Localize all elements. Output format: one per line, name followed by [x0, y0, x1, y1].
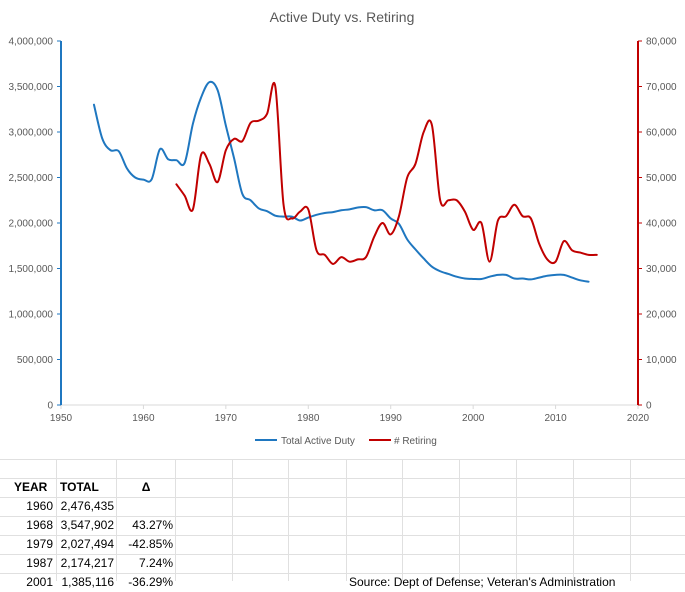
table-cell-total[interactable]: 2,476,435 — [60, 499, 114, 513]
series-lines — [92, 80, 598, 283]
table-cell-year[interactable]: 1979 — [26, 537, 53, 551]
legend-label-retiring: # Retiring — [394, 436, 437, 447]
x-tick-label: 1980 — [297, 413, 320, 424]
chart-area: Active Duty vs. Retiring 1950 1960 1970 198… — [9, 9, 678, 447]
table-cell-year[interactable]: 1987 — [26, 556, 53, 570]
y-left-tick-label: 2,500,000 — [9, 173, 54, 184]
y-left-tick-label: 1,000,000 — [9, 310, 54, 321]
x-tick-label: 1960 — [132, 413, 155, 424]
table-cell-total[interactable]: 2,174,217 — [60, 556, 114, 570]
x-tick-label: 2010 — [544, 413, 567, 424]
y-right-tick-label: 80,000 — [646, 37, 677, 48]
table-cell-delta[interactable]: 43.27% — [132, 518, 173, 532]
y-right-tick-label: 10,000 — [646, 355, 677, 366]
y-right-tick-label: 50,000 — [646, 173, 677, 184]
x-tick-label: 2000 — [462, 413, 485, 424]
y-right-tick-label: 40,000 — [646, 219, 677, 230]
table-cell-delta[interactable]: -42.85% — [128, 537, 173, 551]
table-cell-total[interactable]: 3,547,902 — [60, 518, 114, 532]
table-cell-year[interactable]: 1968 — [26, 518, 53, 532]
y-left-tick-label: 0 — [47, 401, 53, 412]
x-tick-label: 2020 — [627, 413, 650, 424]
table-header-total[interactable]: TOTAL — [60, 480, 99, 494]
y-left-tick-label: 1,500,000 — [9, 264, 54, 275]
y-left-tick-label: 4,000,000 — [9, 37, 54, 48]
series-line-retiring — [175, 82, 598, 265]
source-note[interactable]: Source: Dept of Defense; Veteran's Admin… — [349, 575, 616, 589]
x-tick-label: 1970 — [215, 413, 238, 424]
spreadsheet-grid: YEAR TOTAL Δ 1960 2,476,435 1968 3,547,9… — [0, 459, 685, 589]
chart-canvas: Active Duty vs. Retiring 1950 1960 1970 198… — [9, 9, 678, 447]
y-right-tick-label: 20,000 — [646, 310, 677, 321]
table-cell-year[interactable]: 2001 — [26, 575, 53, 589]
y-left-tick-label: 3,500,000 — [9, 82, 54, 93]
table-cell-year[interactable]: 1960 — [26, 499, 53, 513]
table-cell-delta[interactable] — [116, 497, 173, 516]
chart-title: Active Duty vs. Retiring — [270, 9, 415, 25]
table-cell-total[interactable]: 1,385,116 — [61, 575, 115, 589]
table-cell-delta[interactable]: 7.24% — [138, 556, 173, 570]
table-cell-delta[interactable]: -36.29% — [128, 575, 173, 589]
legend-label-active-duty: Total Active Duty — [281, 436, 355, 447]
y-left-tick-label: 500,000 — [17, 355, 54, 366]
y-right-tick-label: 0 — [646, 401, 652, 412]
series-line-active-duty — [92, 80, 590, 283]
table-cell-total[interactable]: 2,027,494 — [60, 537, 114, 551]
y-left-tick-label: 2,000,000 — [9, 219, 54, 230]
table-header-delta[interactable]: Δ — [141, 480, 151, 494]
y-left-tick-label: 3,000,000 — [9, 128, 54, 139]
y-right-tick-label: 70,000 — [646, 82, 677, 93]
legend: Total Active Duty # Retiring — [255, 436, 437, 447]
y-right-tick-label: 30,000 — [646, 264, 677, 275]
x-tick-label: 1990 — [380, 413, 403, 424]
axes: 1950 1960 1970 1980 1990 2000 2010 20200500,000… — [9, 37, 678, 425]
x-tick-label: 1950 — [50, 413, 73, 424]
table-header-year[interactable]: YEAR — [14, 480, 48, 494]
y-right-tick-label: 60,000 — [646, 128, 677, 139]
